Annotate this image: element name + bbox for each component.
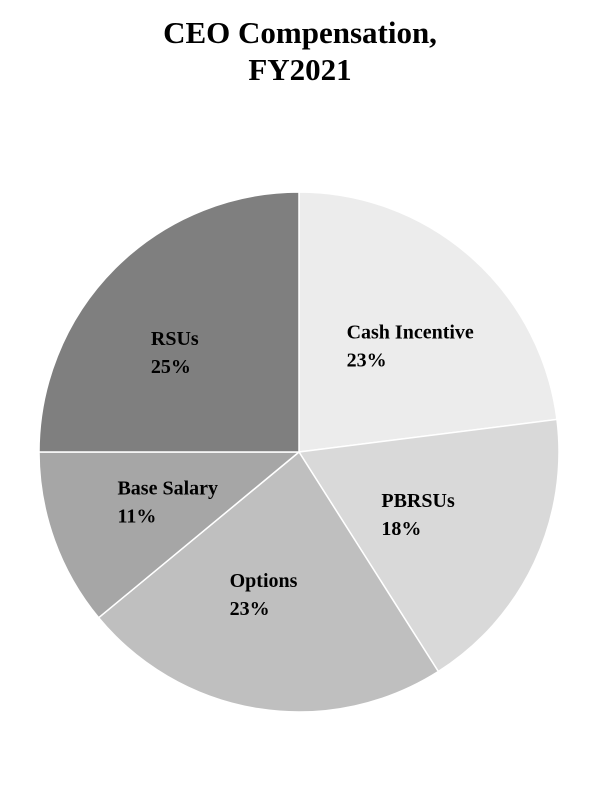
pie-slice-rsus [38, 191, 300, 453]
slice-label-rsus: RSUs [151, 328, 199, 350]
slice-percent-options: 23% [230, 598, 270, 620]
pie-slice-options [97, 450, 440, 713]
slice-percent-rsus: 25% [151, 356, 191, 378]
slice-percent-base-salary: 11% [117, 505, 156, 527]
slice-label-pbrsus: PBRSUs [381, 490, 455, 512]
pie-slice-cash-incentive [298, 191, 558, 453]
slice-label-cash-incentive: Cash Incentive [347, 322, 474, 344]
slice-label-options: Options [230, 570, 298, 592]
slice-label-base-salary: Base Salary [117, 477, 218, 499]
pie-slice-pbrsus [297, 418, 560, 673]
chart-title: CEO Compensation, FY2021 [0, 14, 600, 88]
chart-title-line-2: FY2021 [248, 52, 352, 87]
pie-slice-base-salary [38, 451, 302, 619]
slice-percent-cash-incentive: 23% [347, 350, 387, 372]
slice-percent-pbrsus: 18% [381, 518, 421, 540]
chart-title-line-1: CEO Compensation, [163, 15, 437, 50]
